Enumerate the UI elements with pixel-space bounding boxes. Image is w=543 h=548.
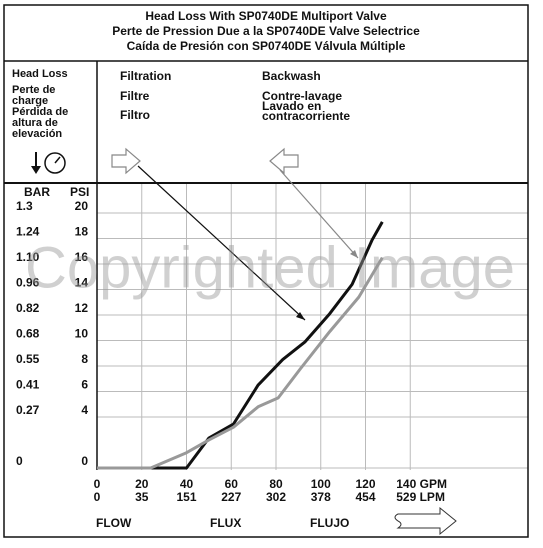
- series-line: [97, 256, 384, 470]
- legend-label: Lavado en: [262, 99, 321, 113]
- y-axis-title: Head Loss: [12, 68, 68, 80]
- x-tick-label: 40: [180, 477, 194, 491]
- y-axis-title: Perte de: [12, 84, 55, 96]
- flow-arrow: [394, 506, 457, 536]
- y-tick-label: 0: [81, 454, 88, 468]
- legend-label: contracorriente: [262, 109, 350, 123]
- legend-icons: [111, 147, 359, 321]
- x-tick-label: 80: [269, 477, 283, 491]
- x-tick-label: 120: [355, 477, 375, 491]
- series-line: [97, 221, 384, 470]
- bar-tick-label: 1.24: [16, 225, 40, 239]
- overlay: Head Loss With SP0740DE Multiport ValveP…: [12, 9, 515, 530]
- frame: [3, 4, 529, 538]
- lpm-tick-label: 0: [94, 490, 101, 504]
- y-axis-title: Pérdida de: [12, 106, 68, 118]
- y-axis-title: altura de: [12, 117, 58, 129]
- chart-title: Caída de Presión con SP0740DE Válvula Mú…: [127, 39, 406, 53]
- y-axis-title: charge: [12, 95, 48, 107]
- y-tick-label: 16: [75, 250, 89, 264]
- lpm-tick-label: 151: [176, 490, 196, 504]
- bar-tick-label: 0.55: [16, 352, 40, 366]
- lpm-tick-label: 378: [311, 490, 331, 504]
- y-tick-label: 18: [75, 225, 89, 239]
- bar-label: BAR: [24, 185, 50, 199]
- chart-title: Perte de Pression Due a la SP0740DE Valv…: [112, 24, 420, 38]
- bar-tick-label: 0.96: [16, 276, 40, 290]
- legend-label: Filtre: [120, 89, 150, 103]
- bar-tick-label: 0.68: [16, 327, 40, 341]
- legend-label: Contre-lavage: [262, 89, 342, 103]
- y-tick-label: 4: [81, 403, 88, 417]
- x-axis-label: FLUX: [210, 516, 241, 530]
- bar-tick-label: 0.27: [16, 403, 40, 417]
- pressure-icon: [31, 152, 66, 174]
- x-tick-label: 140 GPM: [396, 477, 447, 491]
- chart-title: Head Loss With SP0740DE Multiport Valve: [145, 9, 387, 23]
- y-tick-label: 12: [75, 301, 89, 315]
- bar-tick-label: 1.3: [16, 199, 33, 213]
- bar-tick-label: 0: [16, 454, 23, 468]
- bar-tick-label: 1.10: [16, 250, 40, 264]
- x-tick-label: 100: [311, 477, 331, 491]
- x-tick-label: 20: [135, 477, 149, 491]
- y-tick-label: 20: [75, 199, 89, 213]
- x-axis-label: FLUJO: [310, 516, 349, 530]
- lpm-tick-label: 35: [135, 490, 149, 504]
- watermark: Copyrighted Image: [25, 235, 515, 300]
- legend-label: Filtro: [120, 108, 150, 122]
- lpm-tick-label: 529 LPM: [396, 490, 445, 504]
- y-tick-label: 8: [81, 352, 88, 366]
- lpm-tick-label: 302: [266, 490, 286, 504]
- y-tick-label: 6: [81, 378, 88, 392]
- y-axis-label: PSI: [70, 185, 89, 199]
- x-axis-label: FLOW: [96, 516, 132, 530]
- bar-tick-label: 0.82: [16, 301, 40, 315]
- bar-tick-label: 0.41: [16, 378, 40, 392]
- y-axis-title: elevación: [12, 128, 62, 140]
- legend-label: Backwash: [262, 69, 321, 83]
- x-tick-label: 0: [94, 477, 101, 491]
- lpm-tick-label: 454: [355, 490, 375, 504]
- y-tick-label: 14: [75, 276, 89, 290]
- lpm-tick-label: 227: [221, 490, 241, 504]
- y-tick-label: 10: [75, 327, 89, 341]
- legend-label: Filtration: [120, 69, 171, 83]
- x-tick-label: 60: [225, 477, 239, 491]
